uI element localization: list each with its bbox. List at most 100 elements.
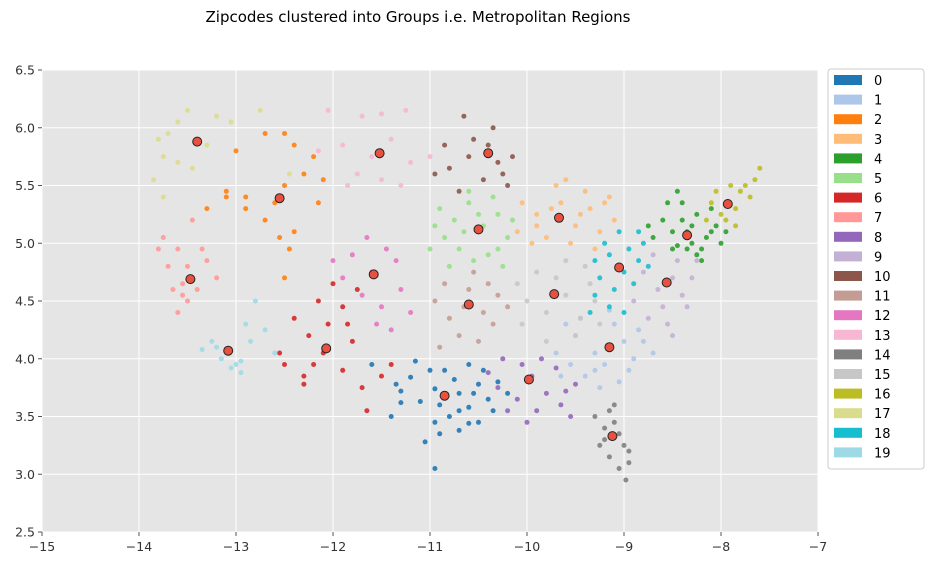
data-point — [563, 292, 569, 298]
data-point — [500, 171, 506, 177]
data-point — [708, 200, 714, 206]
data-point — [175, 159, 181, 165]
data-point — [742, 183, 748, 188]
data-point — [485, 281, 491, 287]
data-point — [388, 327, 394, 333]
data-point — [160, 194, 166, 200]
data-point — [606, 194, 612, 200]
data-point — [349, 338, 355, 344]
data-point — [611, 321, 617, 327]
data-point — [282, 131, 287, 136]
data-point — [689, 223, 695, 229]
data-point — [442, 235, 448, 240]
y-tick-label: 4.0 — [15, 351, 35, 366]
data-point — [505, 235, 511, 240]
data-point — [558, 373, 564, 379]
data-point — [340, 367, 346, 373]
data-point — [592, 292, 598, 298]
data-point — [495, 159, 501, 165]
legend-label: 13 — [874, 329, 891, 344]
centroid-marker — [722, 199, 733, 209]
data-point — [340, 142, 346, 148]
data-point — [573, 381, 578, 387]
data-point — [175, 119, 181, 125]
data-point — [446, 414, 452, 419]
data-point — [315, 200, 321, 206]
legend-swatch — [834, 94, 862, 105]
data-point — [505, 304, 511, 310]
data-point — [325, 107, 331, 113]
data-point — [432, 419, 438, 425]
data-point — [645, 263, 651, 269]
data-point — [606, 408, 612, 414]
chart-title: Zipcodes clustered into Groups i.e. Metr… — [206, 8, 631, 26]
data-point — [611, 287, 617, 292]
data-point — [645, 223, 651, 229]
data-point — [543, 235, 549, 240]
data-point — [320, 177, 326, 183]
data-point — [301, 381, 307, 387]
data-point — [495, 292, 501, 298]
legend-label: 19 — [874, 446, 891, 461]
y-tick-label: 2.5 — [15, 525, 35, 540]
legend-swatch — [834, 310, 862, 321]
legend-swatch — [834, 427, 862, 438]
data-point — [277, 235, 283, 240]
x-tick-label: −8 — [712, 539, 730, 554]
data-point — [694, 258, 700, 264]
data-point — [490, 408, 496, 414]
data-point — [199, 246, 205, 252]
data-point — [233, 362, 239, 367]
data-point — [490, 321, 496, 327]
data-point — [495, 379, 501, 385]
data-point — [505, 390, 511, 396]
data-point — [510, 154, 515, 160]
data-point — [238, 358, 244, 364]
data-point — [476, 381, 481, 387]
data-point — [223, 188, 229, 194]
data-point — [640, 240, 646, 246]
data-point — [708, 229, 714, 235]
data-point — [456, 188, 462, 194]
centroid-marker — [661, 277, 672, 288]
centroid-marker — [607, 431, 618, 442]
data-point — [437, 206, 443, 212]
data-point — [238, 370, 244, 376]
data-point — [306, 333, 312, 339]
legend-label: 15 — [874, 368, 891, 383]
data-point — [432, 171, 438, 177]
data-point — [165, 263, 171, 269]
centroid-marker — [185, 274, 196, 285]
data-point — [602, 362, 608, 367]
data-point — [277, 350, 283, 356]
data-point — [185, 298, 190, 304]
data-point — [699, 246, 705, 252]
data-point — [345, 321, 351, 327]
data-point — [602, 200, 608, 206]
data-point — [286, 246, 292, 252]
data-point — [621, 442, 627, 448]
data-point — [340, 275, 346, 281]
data-point — [519, 362, 525, 367]
data-point — [301, 373, 307, 379]
x-tick-label: −15 — [29, 539, 55, 554]
data-point — [645, 315, 651, 321]
data-point — [485, 252, 491, 258]
data-point — [446, 165, 452, 171]
centroid-marker — [604, 342, 615, 353]
data-point — [214, 113, 220, 119]
data-point — [175, 310, 181, 315]
data-point — [568, 414, 574, 419]
data-point — [408, 374, 414, 380]
data-point — [713, 188, 719, 194]
data-point — [466, 420, 472, 426]
y-tick-label: 6.5 — [15, 63, 35, 78]
data-point — [674, 243, 680, 249]
data-point — [427, 367, 433, 373]
data-point — [282, 275, 287, 281]
data-point — [427, 246, 433, 252]
data-point — [568, 362, 574, 367]
data-point — [330, 258, 336, 264]
data-point — [471, 258, 477, 264]
